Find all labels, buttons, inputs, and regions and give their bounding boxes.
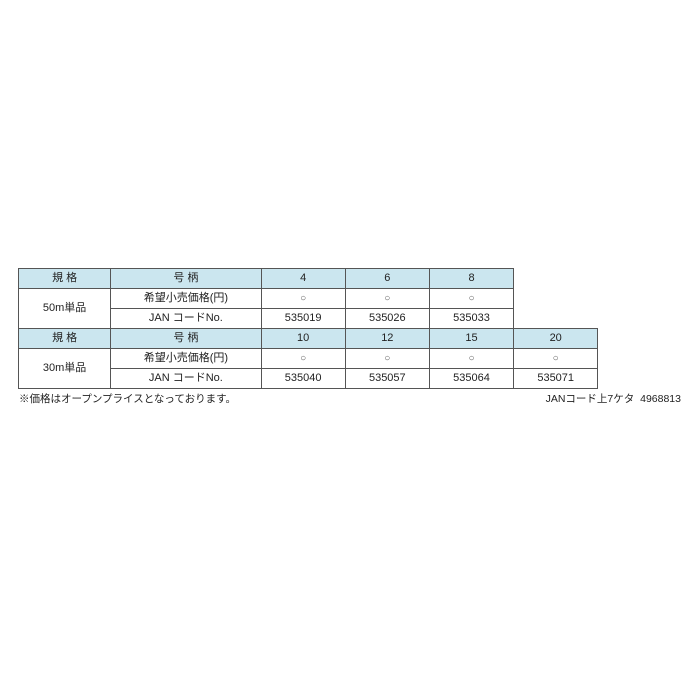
jan-cell: 535057 bbox=[345, 369, 429, 389]
row-label-price: 希望小売価格(円) bbox=[111, 349, 261, 369]
blank-cell bbox=[598, 329, 682, 389]
size-cell: 20 bbox=[514, 329, 598, 349]
jan-cell: 535033 bbox=[429, 309, 513, 329]
header-pattern: 号 柄 bbox=[111, 329, 261, 349]
size-cell: 12 bbox=[345, 329, 429, 349]
footer-row: ※価格はオープンプライスとなっております。 JANコード上7ケタ 4968813 bbox=[18, 391, 682, 406]
row-label-jan: JAN コードNo. bbox=[111, 369, 261, 389]
jan-cell: 535026 bbox=[345, 309, 429, 329]
price-cell: ○ bbox=[345, 289, 429, 309]
jan-cell: 535040 bbox=[261, 369, 345, 389]
size-cell: 15 bbox=[429, 329, 513, 349]
header-spec: 規 格 bbox=[19, 269, 111, 289]
footer-note-right: JANコード上7ケタ 4968813 bbox=[546, 391, 681, 406]
blank-cell bbox=[598, 269, 682, 329]
price-cell: ○ bbox=[345, 349, 429, 369]
section-name: 30m単品 bbox=[19, 349, 111, 389]
blank-cell bbox=[514, 269, 598, 329]
spec-table-container: 規 格 号 柄 4 6 8 50m単品 希望小売価格(円) ○ ○ ○ JAN … bbox=[18, 268, 682, 406]
jan-cell: 535064 bbox=[429, 369, 513, 389]
size-cell: 6 bbox=[345, 269, 429, 289]
jan-cell: 535019 bbox=[261, 309, 345, 329]
size-cell: 4 bbox=[261, 269, 345, 289]
footer-note-left: ※価格はオープンプライスとなっております。 bbox=[19, 391, 236, 406]
price-cell: ○ bbox=[261, 289, 345, 309]
header-pattern: 号 柄 bbox=[111, 269, 261, 289]
header-spec: 規 格 bbox=[19, 329, 111, 349]
row-label-jan: JAN コードNo. bbox=[111, 309, 261, 329]
price-cell: ○ bbox=[429, 349, 513, 369]
price-cell: ○ bbox=[514, 349, 598, 369]
section-name: 50m単品 bbox=[19, 289, 111, 329]
spec-table: 規 格 号 柄 4 6 8 50m単品 希望小売価格(円) ○ ○ ○ JAN … bbox=[18, 268, 682, 389]
row-label-price: 希望小売価格(円) bbox=[111, 289, 261, 309]
size-cell: 8 bbox=[429, 269, 513, 289]
jan-cell: 535071 bbox=[514, 369, 598, 389]
size-cell: 10 bbox=[261, 329, 345, 349]
price-cell: ○ bbox=[261, 349, 345, 369]
price-cell: ○ bbox=[429, 289, 513, 309]
